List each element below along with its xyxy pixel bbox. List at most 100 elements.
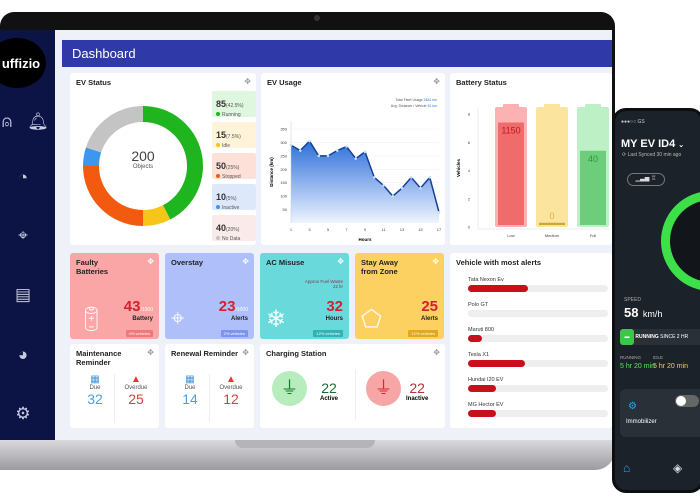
navigation-icon[interactable]: ◈	[673, 461, 683, 475]
tile-stay-away-from-zone[interactable]: Stay Away from Zone ✥ ⬠ 25 Alerts 12% vehic…	[355, 253, 444, 339]
card-title: Maintenance Reminder	[76, 349, 122, 367]
move-icon[interactable]: ✥	[337, 257, 344, 266]
data-point	[326, 154, 330, 158]
move-icon[interactable]: ✥	[432, 257, 439, 266]
bar-value-label: 40	[588, 154, 598, 164]
tile-badge: 2% vehicles	[220, 330, 248, 337]
alert-bar	[468, 385, 496, 392]
x-tick-label: 11	[381, 227, 386, 232]
carrier: ●●●○○ GS	[621, 119, 645, 125]
user-icon[interactable]: ⍝	[1, 112, 13, 131]
x-tick-label: 5	[327, 227, 330, 232]
map-pin-icon[interactable]: ⌖	[18, 226, 28, 245]
move-icon[interactable]: ✥	[242, 348, 249, 357]
alert-track	[468, 285, 608, 292]
gear-icon[interactable]: ⚙	[15, 404, 31, 423]
status-box-idle[interactable]: 15(7.5%) Idle	[212, 122, 256, 149]
tile-unit: Alerts	[230, 316, 248, 322]
bell-icon[interactable]: 🔔︎	[27, 112, 49, 131]
status-box-no-data[interactable]: 40(20%) No Data	[212, 215, 256, 242]
status-box-stopped[interactable]: 50(25%) Stopped	[212, 153, 256, 180]
snowflake-icon: ❄	[266, 306, 287, 333]
calendar-icon: ▦	[185, 374, 195, 385]
move-icon[interactable]: ✥	[242, 257, 249, 266]
status-pct: (7.5%)	[226, 134, 241, 140]
alert-bar	[468, 410, 496, 417]
report-icon[interactable]: ▤	[14, 285, 32, 304]
status-box-inactive[interactable]: 10(5%) Inactive	[212, 184, 256, 211]
x-tick-label: 9	[364, 227, 367, 232]
home-icon[interactable]: ⌂	[623, 461, 631, 475]
battery-fill-full	[580, 150, 606, 225]
alert-row: Maruti 800	[468, 327, 608, 342]
renewal-reminder-card: Renewal Reminder ✥ ▦ Due 14 ▲ Overdue 12	[165, 344, 254, 428]
usage-area	[291, 141, 439, 223]
x-tick-label: Full	[590, 233, 597, 238]
ev-status-donut	[83, 106, 204, 226]
move-icon[interactable]: ✥	[244, 77, 251, 86]
alert-track	[468, 410, 608, 417]
status-box-running[interactable]: 85(42.5%) Running	[212, 91, 256, 118]
inactive-label: Inactive	[406, 396, 429, 402]
tile-overstay[interactable]: Overstay ✥ ⌖ 23/1000 Alerts 2% vehicles	[165, 253, 254, 339]
tile-value: 43	[123, 298, 141, 315]
status-count: 10	[216, 192, 227, 202]
data-point	[382, 184, 385, 187]
tile-faulty-batteries[interactable]: Faulty Batteries ✥ 🔋︎ 43/1000 Battery 4% ve…	[70, 253, 159, 339]
total-usage-value: 2481 km	[423, 98, 437, 102]
card-title: Vehicle with most alerts	[456, 258, 542, 267]
due-label: Due	[89, 385, 101, 391]
battery-fill-medium	[539, 222, 565, 225]
dashboard-screen: uffizio ⍝ 🔔︎ ◔ ⌖ ▤ ◕ ⚙ Dashboard EV Stat…	[0, 30, 612, 440]
immobilizer-toggle[interactable]	[675, 395, 699, 407]
y-tick-label: 4	[468, 168, 471, 173]
y-tick-label: 250	[280, 153, 287, 158]
move-icon[interactable]: ✥	[433, 348, 440, 357]
y-tick-label: 200	[280, 167, 287, 172]
alert-track	[468, 385, 608, 392]
alert-track	[468, 335, 608, 342]
vehicle-title: MY EV ID4	[621, 138, 676, 150]
x-tick-label: 17	[437, 227, 442, 232]
tile-title: AC Misuse	[266, 258, 305, 267]
battery-icon: 🔋︎	[76, 306, 107, 333]
status-dot	[216, 174, 220, 178]
x-tick-label: 7	[345, 227, 348, 232]
tile-title: Stay Away from Zone	[361, 258, 399, 276]
status-pct: (5%)	[226, 196, 237, 202]
data-point	[437, 210, 441, 214]
tile-note: Approx Fuel Waste	[304, 279, 343, 284]
speed-value: 58	[624, 305, 639, 320]
tile-title: Faulty Batteries	[76, 258, 109, 276]
logo[interactable]: uffizio	[0, 38, 46, 88]
data-point	[308, 139, 311, 143]
y-tick-label: 50	[283, 207, 288, 212]
y-tick-label: 2	[468, 196, 471, 201]
donut-slice-inactive	[83, 147, 102, 166]
vehicle-name[interactable]: MY EV ID4 ⌄	[621, 138, 684, 150]
sidebar: uffizio ⍝ 🔔︎ ◔ ⌖ ▤ ◕ ⚙	[0, 30, 55, 440]
y-tick-label: 350	[280, 127, 287, 132]
donut-slice-running	[143, 106, 204, 220]
vehicle-name: Tata Nexon Ev	[468, 277, 504, 283]
donut-slice-stopped	[83, 166, 143, 226]
due-label: Due	[184, 385, 196, 391]
speedometer-icon[interactable]: ◔	[17, 168, 29, 187]
tile-ac-misuse[interactable]: AC Misuse ✥ ❄ Approx Fuel Waste 22 ltr 32 Ho…	[260, 253, 349, 339]
tile-badge: 12% vehicles	[408, 330, 438, 337]
active-label: Active	[320, 396, 339, 402]
overdue-label: Overdue	[219, 385, 243, 391]
x-tick-label: 1	[290, 227, 293, 232]
data-point	[400, 186, 404, 190]
move-icon[interactable]: ✥	[433, 77, 440, 86]
data-point	[391, 194, 395, 198]
status-dot	[216, 205, 220, 209]
move-icon[interactable]: ✥	[147, 257, 154, 266]
move-icon[interactable]: ✥	[147, 348, 154, 357]
sync-status: ⟳ Last Synced 30 min ago	[622, 152, 682, 158]
alert-track	[468, 360, 608, 367]
calendar-icon: ▦	[90, 374, 100, 385]
pie-chart-icon[interactable]: ◕	[17, 345, 29, 364]
battery-body	[536, 107, 568, 227]
